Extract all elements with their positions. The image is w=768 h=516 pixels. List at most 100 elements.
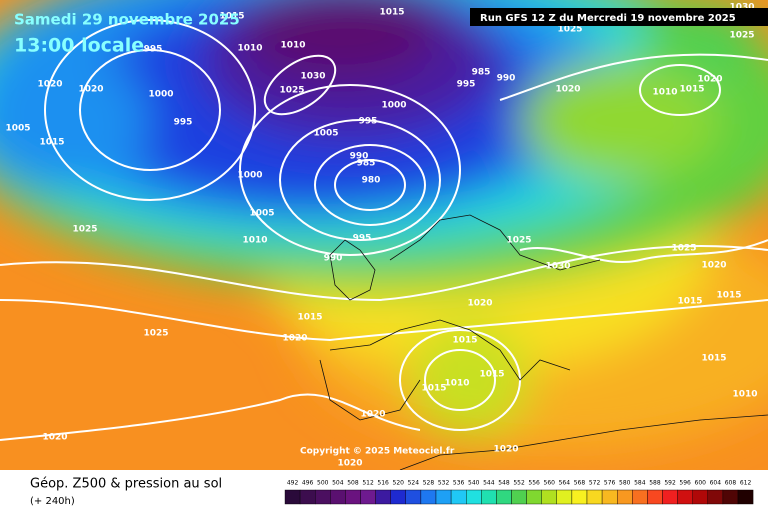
pressure-label: 1020: [337, 459, 362, 469]
pressure-label: 1015: [219, 12, 244, 22]
pressure-label: 985: [357, 159, 376, 169]
scale-swatch: [586, 489, 603, 505]
scale-swatch: [420, 489, 437, 505]
pressure-label: 990: [324, 254, 343, 264]
scale-swatch: [707, 489, 724, 505]
scale-swatch: [722, 489, 739, 505]
pressure-label: 1030: [729, 3, 754, 13]
scale-swatch: [556, 489, 573, 505]
scale-swatch: [526, 489, 542, 505]
scale-swatch: [601, 489, 618, 505]
pressure-label: 1020: [697, 75, 722, 85]
time-label: 13:00 locale: [14, 35, 144, 57]
scale-swatch: [450, 489, 467, 505]
scale-label: 588: [649, 480, 661, 487]
pressure-label: 1005: [5, 124, 30, 134]
scale-label: 548: [498, 480, 510, 487]
scale-swatch: [662, 489, 678, 505]
run-label: Run GFS 12 Z du Mercredi 19 novembre 202…: [480, 13, 736, 24]
scale-label: 540: [468, 480, 480, 487]
scale-swatch: [511, 489, 527, 505]
scale-label: 524: [408, 480, 420, 487]
scale-label: 552: [513, 480, 525, 487]
pressure-label: 995: [353, 234, 372, 244]
scale-swatch: [375, 489, 391, 505]
pressure-label: 1005: [249, 209, 274, 219]
scale-label: 612: [740, 480, 752, 487]
scale-swatch: [360, 489, 376, 505]
pressure-label: 1020: [42, 433, 67, 443]
pressure-label: 1025: [506, 236, 531, 246]
pressure-label: 1020: [493, 445, 518, 455]
scale-label: 604: [710, 480, 722, 487]
footer-lead: (+ 240h): [30, 496, 75, 507]
pressure-label: 1010: [242, 236, 267, 246]
scale-label: 556: [528, 480, 540, 487]
isobars: [0, 19, 768, 441]
pressure-label: 1015: [716, 291, 741, 301]
pressure-label: 1010: [280, 41, 305, 51]
pressure-label: 1015: [701, 354, 726, 364]
scale-label: 496: [302, 480, 314, 487]
scale-label: 536: [453, 480, 465, 487]
pressure-label: 1015: [421, 384, 446, 394]
pressure-label: 1025: [729, 31, 754, 41]
pressure-label: 1015: [677, 297, 702, 307]
pressure-label: 1030: [300, 72, 325, 82]
scale-swatch: [345, 489, 361, 505]
pressure-label: 990: [350, 152, 369, 162]
pressure-label: 1020: [37, 80, 62, 90]
scale-swatch: [647, 489, 663, 505]
pressure-label: 1015: [479, 370, 504, 380]
pressure-label: 995: [359, 117, 378, 127]
pressure-label: 1020: [555, 85, 580, 95]
scale-label: 492: [287, 480, 299, 487]
scale-swatch: [571, 489, 588, 505]
pressure-label: 1020: [701, 261, 726, 271]
pressure-label: 1025: [671, 244, 696, 254]
scale-label: 528: [423, 480, 435, 487]
pressure-label: 1000: [148, 90, 173, 100]
scale-swatch: [390, 489, 407, 505]
scale-label: 592: [664, 480, 676, 487]
scale-label: 516: [377, 480, 389, 487]
pressure-label: 1015: [452, 336, 477, 346]
pressure-label: 1020: [282, 334, 307, 344]
scale-swatch: [466, 489, 482, 505]
pressure-label: 1010: [237, 44, 262, 54]
scale-swatch: [737, 489, 754, 505]
pressure-label: 990: [497, 74, 516, 84]
pressure-label: 1015: [379, 8, 404, 18]
scale-label: 508: [347, 480, 359, 487]
pressure-label: 1015: [39, 138, 64, 148]
scale-label: 608: [725, 480, 737, 487]
pressure-label: 1015: [679, 85, 704, 95]
pressure-label: 1025: [279, 86, 304, 96]
copyright: Copyright © 2025 Meteociel.fr: [300, 447, 455, 457]
scale-label: 560: [544, 480, 556, 487]
pressure-label: 1030: [545, 262, 570, 272]
pressure-label: 1010: [444, 379, 469, 389]
scale-swatch: [617, 489, 633, 505]
scale-label: 596: [679, 480, 691, 487]
run-box: [470, 8, 768, 26]
pressure-label: 995: [457, 80, 476, 90]
scale-label: 512: [362, 480, 374, 487]
pressure-label: 995: [144, 45, 163, 55]
scale-label: 576: [604, 480, 616, 487]
scale-swatch: [315, 489, 331, 505]
pressure-label: 1015: [297, 313, 322, 323]
scale-swatch: [435, 489, 452, 505]
scale-swatch: [330, 489, 346, 505]
scale-label: 564: [559, 480, 571, 487]
scale-swatch: [496, 489, 512, 505]
scale-label: 532: [438, 480, 450, 487]
scale-label: 504: [332, 480, 344, 487]
scale-swatch: [405, 489, 422, 505]
scale-label: 544: [483, 480, 495, 487]
scale-label: 520: [393, 480, 405, 487]
scale-swatch: [284, 489, 301, 505]
scale-label: 500: [317, 480, 329, 487]
